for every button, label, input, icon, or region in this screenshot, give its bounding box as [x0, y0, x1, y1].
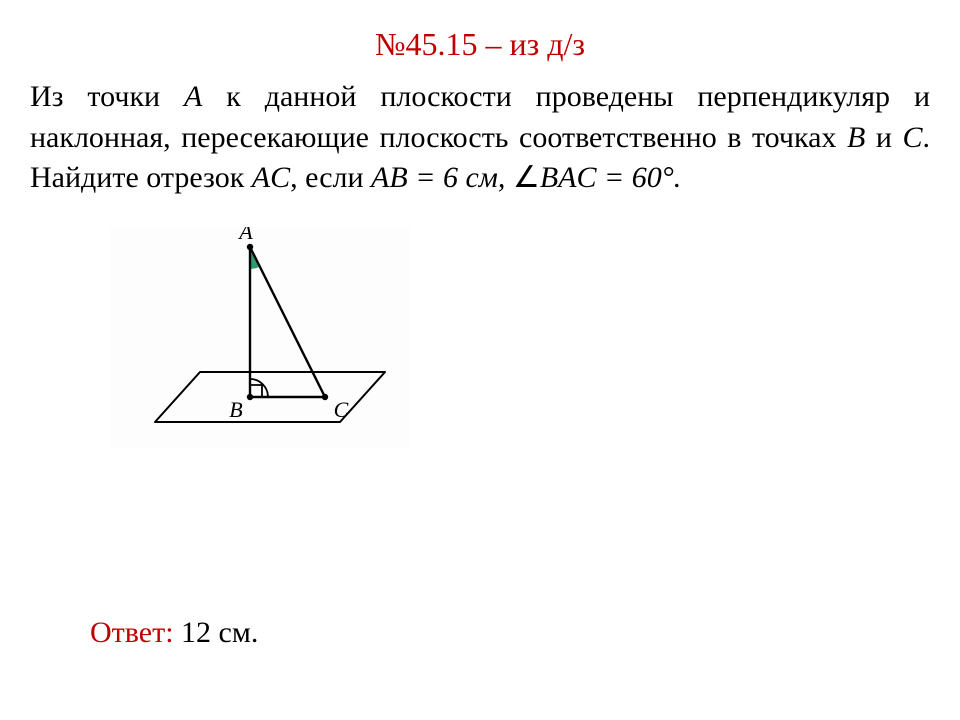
problem-statement: Из точки A к данной плоскости проведены …: [30, 77, 930, 199]
text-frag: = 6 см,: [408, 161, 513, 194]
point-C: C: [902, 121, 922, 154]
figure-svg: A B C: [110, 227, 410, 447]
text-frag: = 60°.: [597, 161, 682, 194]
point-A: A: [184, 80, 202, 113]
answer-label: Ответ:: [90, 616, 174, 649]
segment-AB: AB: [371, 161, 408, 194]
title-suffix: – из д/з: [477, 26, 585, 62]
geometry-figure: A B C: [110, 227, 410, 447]
svg-text:C: C: [334, 397, 349, 422]
text-frag: , если: [290, 161, 371, 194]
slide-title: №45.15 – из д/з: [30, 26, 930, 63]
svg-text:A: A: [237, 227, 253, 244]
text-frag: Из точки: [30, 80, 184, 113]
point-B: B: [847, 121, 865, 154]
answer-line: Ответ: 12 см.: [90, 616, 258, 650]
angle-BAC: BAC: [540, 161, 597, 194]
answer-value: 12 см.: [174, 616, 259, 649]
svg-text:B: B: [229, 397, 242, 422]
problem-number: №45.15: [375, 26, 478, 62]
text-frag: и: [865, 121, 902, 154]
angle-symbol: ∠: [513, 161, 540, 194]
segment-AC: AC: [252, 161, 290, 194]
